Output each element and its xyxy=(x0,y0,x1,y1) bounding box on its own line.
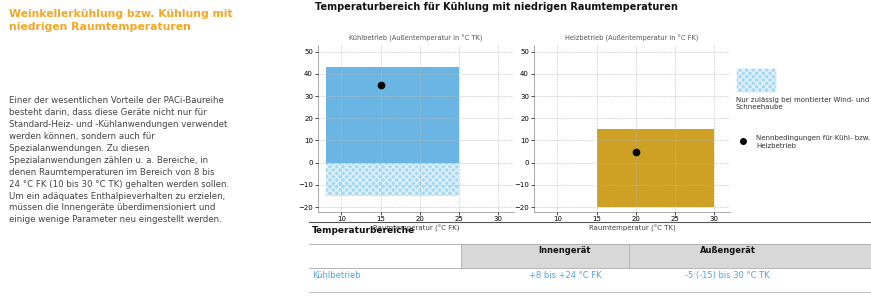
Bar xyxy=(461,244,871,268)
Bar xyxy=(597,129,714,207)
X-axis label: Raumtemperatur (°C TK): Raumtemperatur (°C TK) xyxy=(589,225,675,232)
Text: Außengerät: Außengerät xyxy=(699,246,756,255)
Title: Kühlbetrieb (Außentemperatur in °C TK): Kühlbetrieb (Außentemperatur in °C TK) xyxy=(349,35,483,42)
Text: +8 bis +24 °C FK: +8 bis +24 °C FK xyxy=(529,272,601,280)
X-axis label: Raumtemperatur (°C FK): Raumtemperatur (°C FK) xyxy=(373,225,459,232)
Bar xyxy=(326,67,459,163)
Text: Innengerät: Innengerät xyxy=(538,246,591,255)
Title: Heizbetrieb (Außentemperatur in °C FK): Heizbetrieb (Außentemperatur in °C FK) xyxy=(565,35,699,42)
Bar xyxy=(326,163,459,196)
Text: Kühlbetrieb: Kühlbetrieb xyxy=(312,272,361,280)
Text: Temperaturbereiche: Temperaturbereiche xyxy=(312,226,415,235)
Text: Nennbedingungen für Kühl- bzw.
Heizbetrieb: Nennbedingungen für Kühl- bzw. Heizbetri… xyxy=(756,135,870,149)
Text: -5 (-15) bis 30 °C TK: -5 (-15) bis 30 °C TK xyxy=(685,272,770,280)
Text: Weinkellerkühlung bzw. Kühlung mit
niedrigen Raumtemperaturen: Weinkellerkühlung bzw. Kühlung mit niedr… xyxy=(10,9,233,32)
Text: Temperaturbereich für Kühlung mit niedrigen Raumtemperaturen: Temperaturbereich für Kühlung mit niedri… xyxy=(314,2,678,12)
Text: Einer der wesentlichen Vorteile der PACi-Baureihe
besteht darin, dass diese Gerä: Einer der wesentlichen Vorteile der PACi… xyxy=(10,96,229,224)
Text: Nur zulässig bei montierter Wind- und
Schneehaube: Nur zulässig bei montierter Wind- und Sc… xyxy=(736,97,869,110)
